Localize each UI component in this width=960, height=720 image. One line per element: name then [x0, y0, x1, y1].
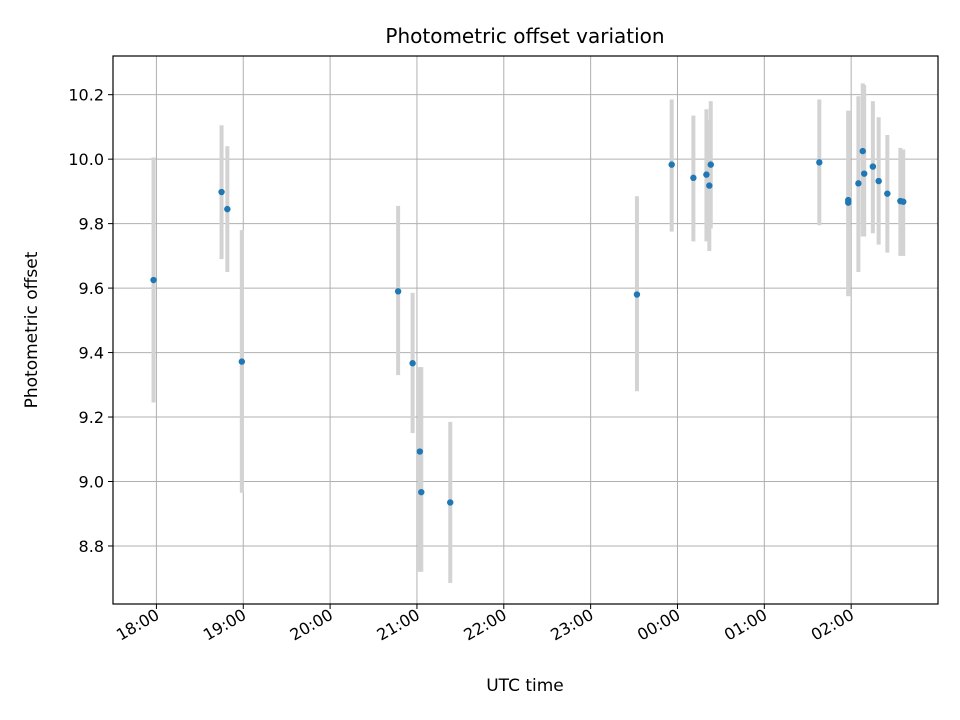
y-tick-label: 9.4	[79, 344, 104, 363]
y-tick-label: 9.8	[79, 215, 104, 234]
data-point	[690, 174, 697, 182]
y-axis-ticks: 8.8 9.0 9.2 9.4 9.6 9.8 10.0 10.2	[68, 86, 113, 556]
data-point	[706, 182, 713, 189]
data-point	[884, 190, 891, 197]
data-point	[218, 188, 225, 196]
data-point	[859, 147, 866, 155]
data-point	[416, 448, 424, 455]
y-axis-title: Photometric offset	[22, 251, 42, 408]
data-point	[447, 499, 454, 506]
grid	[113, 56, 938, 604]
y-tick-label: 10.2	[68, 86, 104, 105]
data-point	[875, 177, 882, 185]
data-point	[703, 171, 710, 178]
data-point	[869, 163, 877, 170]
data-markers	[150, 147, 907, 506]
data-point	[633, 291, 641, 298]
y-tick-label: 9.0	[79, 473, 104, 492]
data-point	[150, 276, 157, 284]
data-point	[224, 205, 231, 213]
y-tick-label: 8.8	[79, 537, 104, 556]
data-point	[418, 488, 425, 496]
data-point	[860, 170, 868, 177]
plot-frame	[112, 55, 939, 605]
data-point	[900, 198, 907, 205]
data-point	[668, 161, 675, 168]
data-point	[707, 161, 714, 168]
y-tick-label: 10.0	[68, 150, 104, 169]
data-point	[845, 196, 852, 204]
data-point	[394, 288, 402, 295]
x-axis-title: UTC time	[486, 676, 564, 696]
data-point	[238, 358, 246, 365]
y-tick-label: 9.2	[79, 408, 104, 427]
data-point	[409, 360, 416, 367]
data-point	[855, 180, 862, 187]
data-point	[816, 159, 823, 166]
y-tick-label: 9.6	[79, 279, 104, 298]
chart-title: Photometric offset variation	[385, 24, 664, 48]
